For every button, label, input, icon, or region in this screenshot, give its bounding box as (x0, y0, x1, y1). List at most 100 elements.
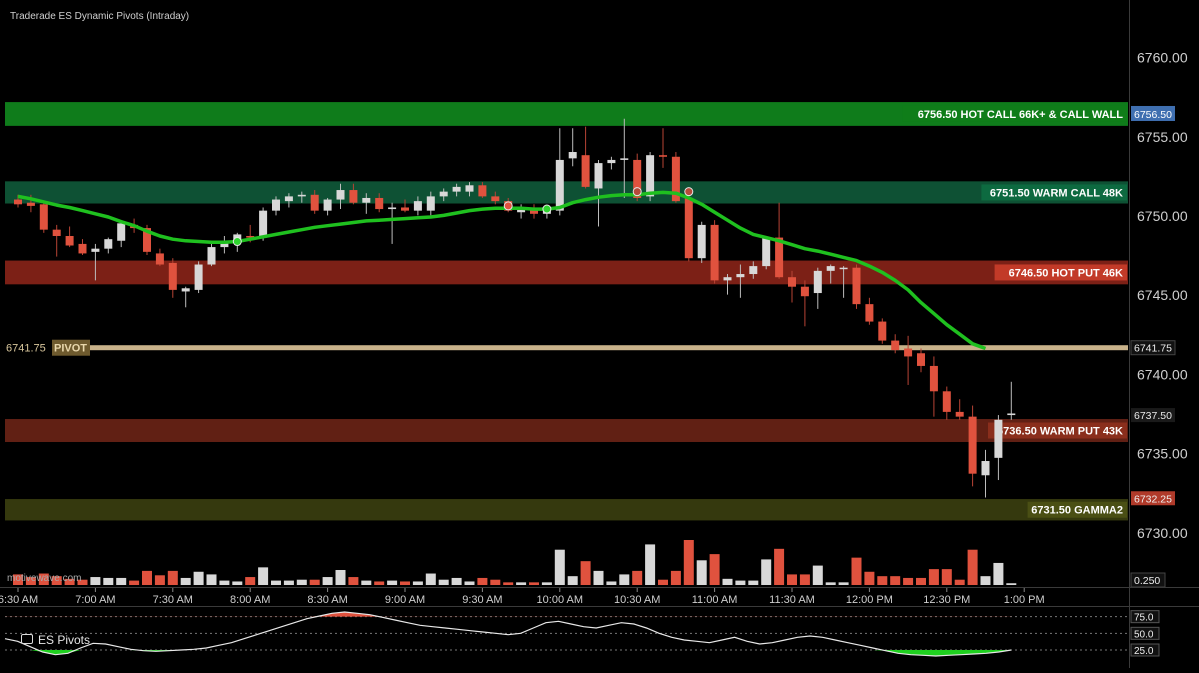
candle-body (426, 196, 435, 211)
volume-bar (554, 549, 565, 585)
pivot-line (90, 345, 1128, 351)
volume-bar (64, 578, 75, 585)
candle-body (800, 286, 809, 297)
candle-body (530, 209, 538, 214)
candle-body (981, 461, 990, 476)
indicator-settings-icon[interactable] (21, 634, 33, 644)
candle-body (955, 411, 964, 417)
candle-body (246, 236, 255, 238)
candle-body (633, 159, 642, 198)
pivot-price-tag-bg (1130, 340, 1176, 356)
chart-title: Traderade ES Dynamic Pivots (Intraday) (10, 11, 190, 22)
zone-tag-bg (994, 264, 1127, 281)
candle-body (78, 243, 87, 254)
candle-body (684, 197, 693, 259)
price-tag: 6732.25 (1134, 493, 1172, 505)
x-tick-label: 10:00 AM (537, 594, 583, 606)
volume-bar (645, 544, 656, 585)
indicator-label: ES Pivots (38, 633, 91, 647)
zone-label: 6756.50 HOT CALL 66K+ & CALL WALL (918, 109, 1124, 121)
volume-bar (774, 548, 785, 585)
y-tick-label: 6730.00 (1137, 525, 1188, 541)
ema-marker (503, 201, 513, 211)
zone-tag-bg (988, 422, 1127, 439)
candle-body (994, 419, 1003, 458)
volume-bar (928, 569, 939, 585)
volume-bar (722, 578, 733, 585)
zone-band (5, 260, 1128, 285)
candle-body (942, 391, 951, 412)
volume-bar (103, 577, 114, 585)
volume-bar (180, 577, 191, 585)
x-tick-label: 9:30 AM (462, 594, 502, 606)
osc-level-tag-bg (1130, 643, 1160, 657)
volume-bar (799, 574, 810, 585)
candle-body (762, 237, 771, 267)
candle-body (775, 237, 784, 278)
candle-body (568, 152, 577, 159)
zone-band (5, 102, 1128, 126)
candle-body (697, 224, 706, 259)
x-tick-label: 7:30 AM (153, 594, 193, 606)
volume-bar (387, 580, 398, 585)
candle-body (143, 228, 151, 252)
candle-body (91, 248, 100, 252)
x-tick-label: 11:00 AM (692, 594, 738, 606)
volume-bar (309, 579, 320, 585)
osc-level-tag-bg (1130, 610, 1160, 624)
volume-bar (658, 579, 668, 585)
zone-price-tag-bg (1131, 105, 1175, 121)
candle-body (839, 267, 848, 270)
zone-band (5, 499, 1128, 521)
watermark: motivewave.com (7, 573, 82, 584)
candle-body (39, 204, 48, 230)
price-tag-bg (1131, 408, 1175, 423)
candle-body (452, 186, 461, 192)
candle-body (646, 155, 655, 197)
volume-bar (954, 579, 965, 585)
ema-marker (684, 187, 694, 197)
volume-bar (993, 562, 1004, 585)
candle-body (620, 158, 629, 160)
candle-body (517, 209, 526, 213)
candle-body (401, 207, 409, 211)
volume-bar (425, 573, 436, 585)
candle-body (336, 190, 345, 200)
candle-body (852, 267, 861, 305)
volume-bar (129, 580, 140, 585)
volume-bar (374, 581, 385, 585)
x-tick-label: 12:00 PM (846, 594, 893, 606)
volume-bar (709, 554, 720, 585)
volume-bar (38, 573, 49, 585)
volume-bar (593, 570, 604, 585)
volume-bar (258, 567, 269, 585)
candle-body (439, 191, 448, 197)
volume-bar (232, 581, 243, 585)
osc-level-label: 25.0 (1134, 646, 1154, 657)
volume-bar (193, 571, 204, 585)
volume-bar (400, 581, 410, 585)
volume-bar (864, 571, 875, 585)
volume-bar (335, 570, 346, 585)
candle-body (65, 236, 74, 246)
x-tick-label: 8:00 AM (230, 594, 270, 606)
osc-level-label: 75.0 (1134, 613, 1154, 624)
candle-body (917, 353, 925, 366)
volume-bar (761, 559, 772, 585)
candle-body (168, 262, 177, 290)
volume-bar (283, 580, 294, 585)
volume-bar (154, 575, 165, 585)
volume-bar (348, 577, 359, 585)
volume-bar (606, 581, 617, 585)
candle-body (904, 348, 913, 357)
zone-label: 6751.50 WARM CALL 48K (990, 187, 1123, 199)
candle-body (375, 197, 384, 210)
candle-body (491, 196, 500, 202)
volume-bar (206, 574, 217, 585)
candle-body (826, 266, 835, 271)
candle-body (929, 365, 938, 392)
osc-line (4, 611, 1012, 657)
candle-body (891, 340, 900, 351)
volume-bar (877, 576, 888, 585)
candle-body (878, 321, 887, 341)
